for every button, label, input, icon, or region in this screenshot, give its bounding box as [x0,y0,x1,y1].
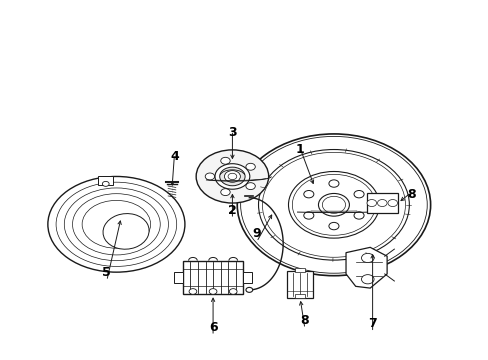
Circle shape [209,289,217,294]
Bar [295,294,305,298]
Text: 8: 8 [406,188,415,201]
Circle shape [328,222,338,230]
Text: 9: 9 [252,227,261,240]
Bar [366,193,397,213]
Circle shape [303,212,313,219]
Circle shape [245,163,255,170]
Text: 7: 7 [367,317,376,330]
Text: 6: 6 [208,321,217,334]
Bar [98,176,113,185]
Circle shape [353,212,364,219]
Ellipse shape [103,213,149,249]
Circle shape [219,167,244,186]
Circle shape [366,199,376,207]
Circle shape [303,190,313,198]
Text: 4: 4 [170,150,179,163]
Circle shape [361,275,373,284]
Circle shape [196,150,268,203]
Circle shape [245,287,252,292]
Text: 3: 3 [227,126,236,139]
Bar [174,272,183,283]
Circle shape [377,199,386,207]
Bar [295,268,305,272]
Circle shape [215,164,249,189]
Circle shape [361,253,373,262]
Polygon shape [346,247,386,288]
Circle shape [227,173,236,180]
Circle shape [387,199,397,207]
Circle shape [237,134,430,276]
Circle shape [205,173,214,180]
Circle shape [220,189,230,195]
Bar [286,271,313,298]
Circle shape [220,157,230,164]
Circle shape [102,181,109,186]
Text: 2: 2 [227,204,236,217]
Circle shape [353,190,364,198]
Ellipse shape [48,176,184,272]
Circle shape [189,289,196,294]
Text: 8: 8 [300,314,308,327]
Bar [183,261,243,294]
Circle shape [224,171,240,182]
Circle shape [328,180,338,187]
Text: 1: 1 [295,143,304,156]
Circle shape [245,183,255,190]
Text: 5: 5 [102,266,111,279]
Bar [243,272,251,283]
Circle shape [229,289,237,294]
